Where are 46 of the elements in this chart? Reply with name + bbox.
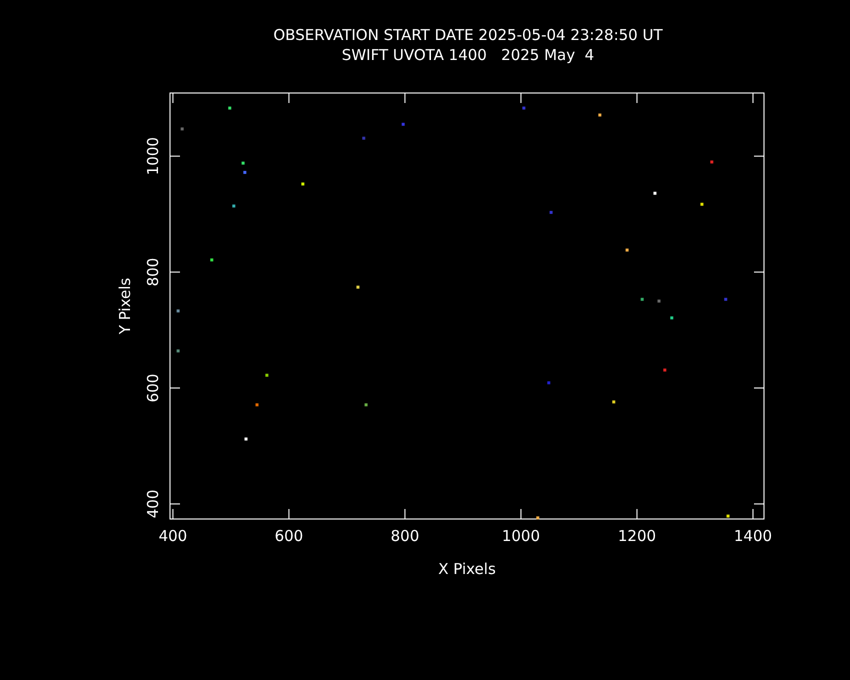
point bbox=[653, 192, 656, 195]
point bbox=[658, 300, 661, 303]
point bbox=[536, 516, 540, 520]
y-tick-label: 1000 bbox=[144, 137, 162, 176]
point bbox=[180, 127, 184, 130]
x-tick-label: 1000 bbox=[502, 527, 540, 545]
point bbox=[176, 349, 180, 352]
point bbox=[724, 298, 728, 301]
x-tick-label: 1200 bbox=[618, 527, 656, 545]
x-tick-label: 800 bbox=[390, 527, 420, 545]
y-tick-label: 600 bbox=[144, 374, 162, 402]
x-tick-label: 400 bbox=[158, 527, 188, 545]
point bbox=[356, 286, 360, 289]
point bbox=[726, 514, 730, 518]
point bbox=[242, 162, 245, 165]
point bbox=[243, 170, 246, 174]
y-tick-label: 800 bbox=[144, 258, 162, 286]
x-tick-label: 600 bbox=[274, 527, 304, 545]
point bbox=[710, 160, 714, 164]
point bbox=[550, 210, 553, 214]
point bbox=[256, 403, 259, 406]
point bbox=[265, 374, 268, 377]
point bbox=[626, 248, 629, 252]
point bbox=[228, 106, 232, 110]
point bbox=[640, 298, 644, 301]
point bbox=[700, 202, 704, 206]
point bbox=[402, 122, 405, 126]
point bbox=[522, 106, 526, 110]
point bbox=[364, 403, 368, 406]
point bbox=[244, 438, 248, 441]
point bbox=[547, 381, 550, 384]
point bbox=[232, 204, 236, 208]
point bbox=[612, 400, 616, 404]
y-axis-title: Y Pixels bbox=[116, 278, 134, 336]
point bbox=[210, 258, 214, 262]
point bbox=[670, 316, 674, 320]
point bbox=[663, 368, 666, 372]
point bbox=[301, 182, 304, 186]
x-tick-label: 1400 bbox=[734, 527, 772, 545]
point bbox=[598, 114, 602, 117]
chart-subtitle: SWIFT UVOTA 1400 2025 May 4 bbox=[342, 46, 594, 64]
chart-title: OBSERVATION START DATE 2025-05-04 23:28:50 UT bbox=[273, 26, 664, 44]
y-tick-label: 400 bbox=[144, 490, 162, 518]
point bbox=[362, 136, 366, 140]
x-axis-title: X Pixels bbox=[438, 560, 496, 578]
point bbox=[176, 309, 180, 312]
